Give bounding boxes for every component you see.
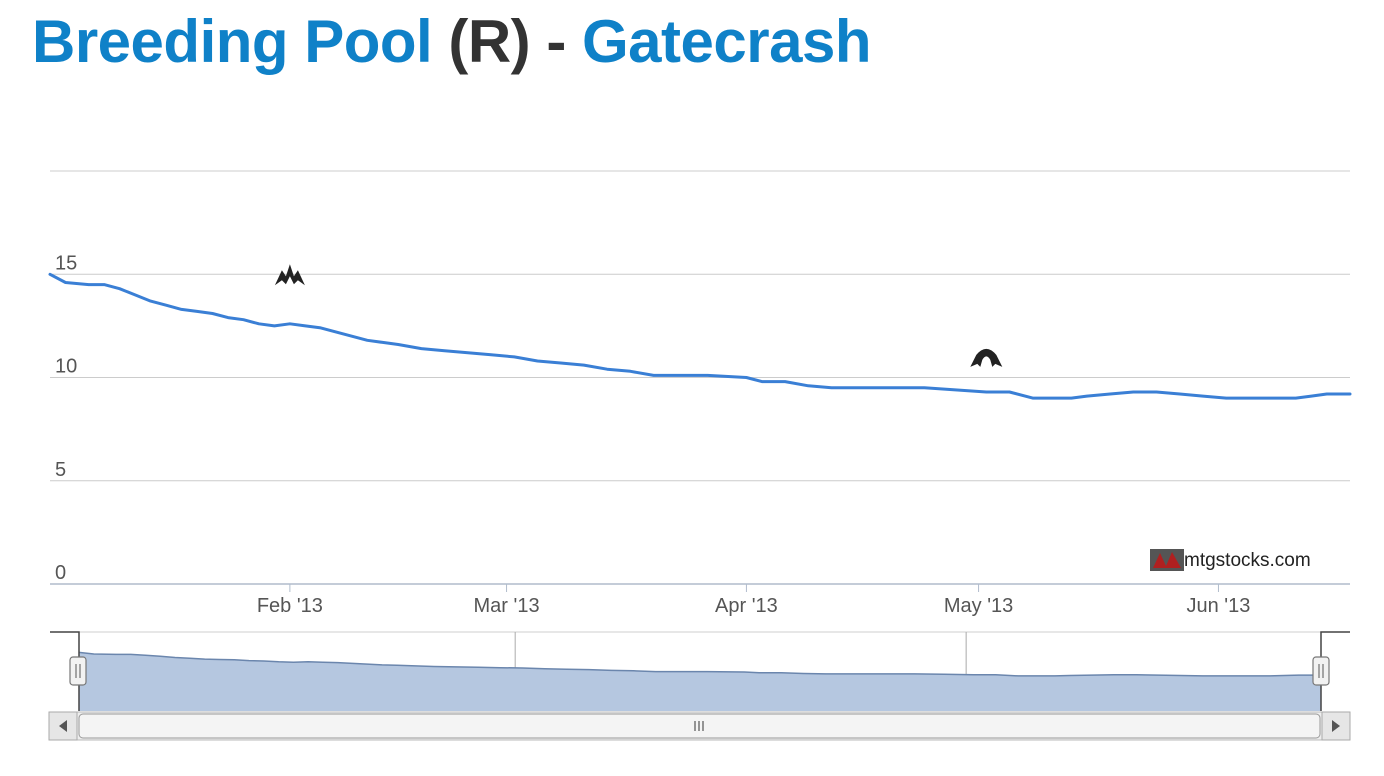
scroll-left-button[interactable] <box>48 711 78 741</box>
y-axis: 0 5 10 15 <box>55 252 77 584</box>
card-name: Breeding Pool <box>32 8 433 75</box>
navigator-area <box>79 652 1321 711</box>
x-tick-label: Apr '13 <box>715 595 778 617</box>
arrow-right-icon <box>1332 720 1340 732</box>
chart-gridlines <box>50 170 1350 482</box>
price-series-line <box>48 272 1352 400</box>
mtgstocks-logo-mark <box>1153 552 1181 568</box>
credit-text: mtgstocks.com <box>1184 550 1311 571</box>
x-tick-label: May '13 <box>944 595 1013 617</box>
page-title: Breeding Pool (R) - Gatecrash <box>32 4 872 80</box>
scrollbar-grip-icon <box>694 721 704 731</box>
navigator-scrollbar[interactable] <box>48 711 1351 741</box>
y-tick-label: 15 <box>55 252 77 274</box>
y-tick-label: 0 <box>55 562 66 584</box>
y-tick-label: 5 <box>55 459 66 481</box>
navigator-left-handle[interactable] <box>69 656 87 686</box>
navigator-right-handle[interactable] <box>1312 656 1330 686</box>
y-tick-label: 10 <box>55 356 77 378</box>
gatecrash-set-icon[interactable] <box>274 264 305 286</box>
x-axis: Feb '13 Mar '13 Apr '13 May '13 Jun '13 <box>50 583 1350 617</box>
set-release-events <box>274 264 1003 367</box>
card-rarity: (R) <box>448 8 531 75</box>
navigator-line <box>78 651 1321 677</box>
x-tick-label: Mar '13 <box>474 595 540 617</box>
x-tick-label: Jun '13 <box>1187 595 1251 617</box>
x-tick-label: Feb '13 <box>257 595 323 617</box>
dragons-maze-set-icon[interactable] <box>970 348 1003 367</box>
title-separator: - <box>546 8 566 75</box>
arrow-left-icon <box>59 720 67 732</box>
set-name: Gatecrash <box>582 8 872 75</box>
credit-logo: mtgstocks.com <box>1150 549 1311 571</box>
